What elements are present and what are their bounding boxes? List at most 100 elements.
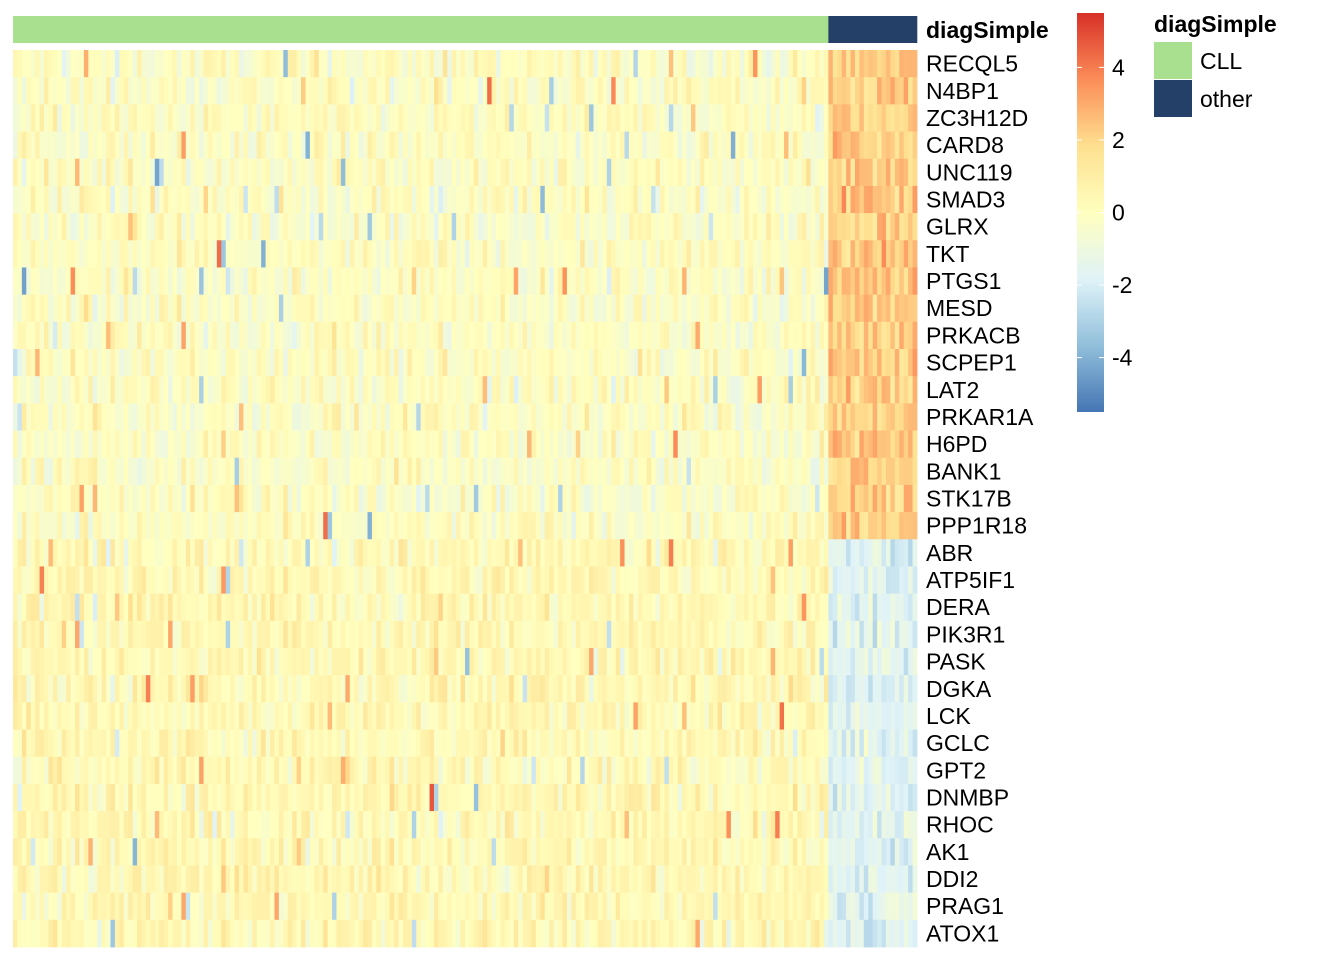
- heatmap-cell: [620, 50, 625, 78]
- heatmap-cell: [349, 294, 355, 323]
- heatmap-cell: [456, 213, 461, 241]
- heatmap-cell: [380, 158, 386, 187]
- heatmap-cell: [815, 185, 820, 214]
- heatmap-cell: [823, 403, 829, 431]
- heatmap-cell: [912, 593, 918, 622]
- heatmap-cell: [487, 539, 492, 567]
- heatmap-cell: [620, 349, 625, 377]
- heatmap-cell: [199, 267, 204, 296]
- heatmap-cell: [832, 457, 838, 486]
- heatmap-cell: [753, 593, 758, 622]
- heatmap-cell: [402, 158, 408, 187]
- heatmap-cell: [744, 294, 750, 323]
- heatmap-cell: [753, 294, 758, 323]
- heatmap-cell: [154, 104, 160, 132]
- heatmap-cell: [13, 566, 18, 595]
- heatmap-cell: [788, 484, 794, 513]
- heatmap-cell: [832, 240, 838, 268]
- heatmap-cell: [345, 648, 351, 676]
- heatmap-cell: [589, 376, 594, 404]
- heatmap-cell: [119, 321, 125, 350]
- heatmap-cell: [868, 321, 874, 350]
- heatmap-cell: [420, 457, 426, 486]
- heatmap-cell: [668, 620, 674, 649]
- heatmap-cell: [420, 675, 426, 703]
- heatmap-row-bank1: [13, 457, 918, 486]
- heatmap-cell: [52, 267, 58, 296]
- heatmap-cell: [792, 294, 798, 323]
- heatmap-cell: [451, 484, 457, 513]
- heatmap-cell: [79, 185, 85, 214]
- heatmap-cell: [243, 512, 249, 540]
- heatmap-cell: [496, 349, 501, 377]
- heatmap-cell: [646, 566, 652, 595]
- heatmap-cell: [371, 294, 377, 323]
- heatmap-cell: [212, 539, 218, 567]
- heatmap-cell: [199, 131, 204, 160]
- heatmap-cell: [402, 648, 408, 676]
- heatmap-cell: [651, 376, 656, 404]
- heatmap-cell: [39, 403, 45, 431]
- heatmap-cell: [221, 158, 227, 187]
- heatmap-cell: [247, 593, 253, 622]
- heatmap-cell: [57, 158, 63, 187]
- heatmap-cell: [779, 376, 785, 404]
- heatmap-cell: [70, 620, 76, 649]
- heatmap-cell: [225, 294, 231, 323]
- heatmap-cell: [411, 158, 417, 187]
- heatmap-cell: [779, 349, 785, 377]
- heatmap-cell: [221, 50, 227, 78]
- heatmap-cell: [624, 50, 630, 78]
- heatmap-cell: [850, 77, 856, 105]
- heatmap-cell: [775, 430, 781, 459]
- heatmap-cell: [137, 484, 142, 513]
- heatmap-cell: [668, 213, 674, 241]
- heatmap-cell: [673, 539, 679, 567]
- heatmap-cell: [243, 158, 249, 187]
- annotation-bar: [13, 16, 918, 43]
- heatmap-row-prkar1a: [13, 403, 918, 431]
- heatmap-cell: [83, 457, 89, 486]
- heatmap-cell: [270, 620, 275, 649]
- heatmap-cell: [655, 403, 661, 431]
- heatmap-cell: [531, 620, 537, 649]
- heatmap-cell: [137, 457, 142, 486]
- heatmap-cell: [828, 512, 834, 540]
- heatmap-cell: [624, 484, 630, 513]
- heatmap-cell: [48, 185, 54, 214]
- heatmap-cell: [411, 457, 417, 486]
- heatmap-cell: [261, 430, 266, 459]
- heatmap-cell: [292, 131, 298, 160]
- heatmap-cell: [562, 675, 568, 703]
- heatmap-cell: [429, 267, 435, 296]
- heatmap-cell: [469, 321, 475, 350]
- heatmap-cell: [394, 457, 399, 486]
- heatmap-cell: [70, 185, 76, 214]
- heatmap-cell: [841, 620, 847, 649]
- heatmap-cell: [35, 403, 40, 431]
- heatmap-cell: [704, 648, 710, 676]
- heatmap-cell: [487, 321, 492, 350]
- heatmap-cell: [566, 185, 572, 214]
- heatmap-cell: [717, 675, 723, 703]
- heatmap-cell: [137, 321, 142, 350]
- heatmap-cell: [327, 131, 333, 160]
- heatmap-cell: [367, 50, 373, 78]
- heatmap-cell: [735, 675, 741, 703]
- heatmap-cell: [141, 294, 147, 323]
- heatmap-cell: [106, 430, 111, 459]
- heatmap-cell: [691, 158, 696, 187]
- heatmap-cell: [287, 593, 293, 622]
- heatmap-cell: [106, 104, 111, 132]
- heatmap-cell: [154, 321, 160, 350]
- heatmap-cell: [571, 349, 577, 377]
- heatmap-cell: [784, 539, 789, 567]
- heatmap-cell: [509, 539, 515, 567]
- heatmap-cell: [75, 648, 80, 676]
- heatmap-cell: [606, 213, 612, 241]
- heatmap-cell: [522, 457, 528, 486]
- heatmap-cell: [615, 131, 621, 160]
- heatmap-cell: [13, 349, 18, 377]
- heatmap-cell: [101, 539, 107, 567]
- heatmap-cell: [549, 104, 555, 132]
